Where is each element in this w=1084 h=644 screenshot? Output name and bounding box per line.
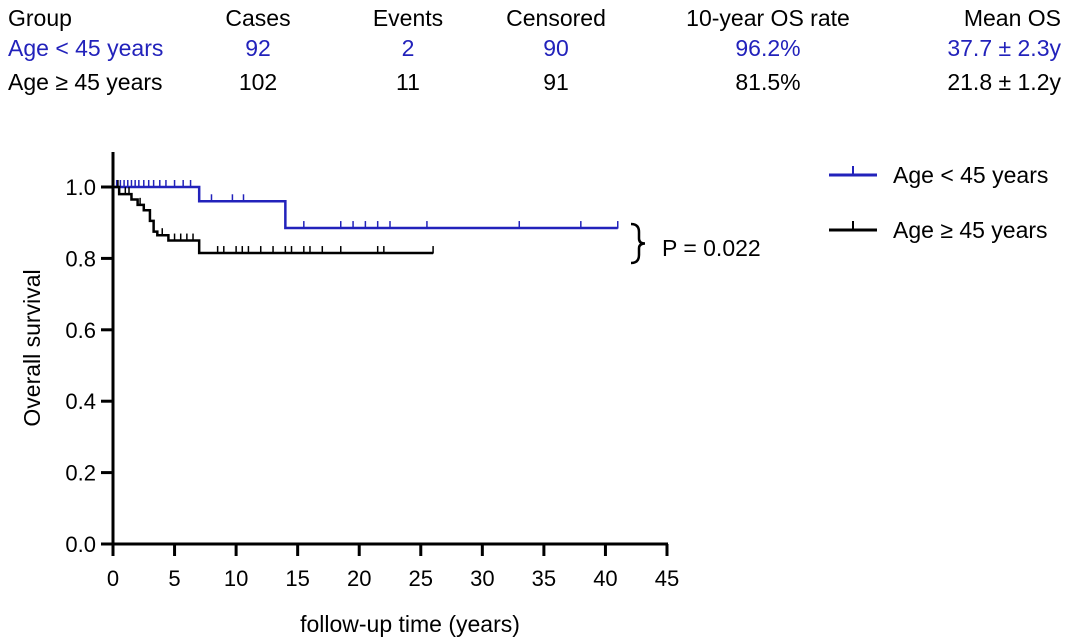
y-tick-label: 0.6 xyxy=(65,318,96,343)
summary-table: Group Cases Events Censored 10-year OS r… xyxy=(0,0,1084,110)
row-old-censored: 91 xyxy=(543,69,569,95)
row-young-group: Age < 45 years xyxy=(8,35,164,61)
x-tick-label: 30 xyxy=(470,566,494,591)
row-old-mean-os: 21.8 ± 1.2y xyxy=(947,69,1061,95)
annotations: P = 0.022 xyxy=(630,222,761,265)
row-young-events: 2 xyxy=(401,35,415,61)
header-cases: Cases xyxy=(225,5,291,31)
y-tick-label: 0.2 xyxy=(65,461,96,486)
brace-icon xyxy=(630,222,646,265)
legend: Age < 45 years Age ≥ 45 years xyxy=(829,162,1048,243)
x-tick-label: 40 xyxy=(593,566,617,591)
legend-label: Age ≥ 45 years xyxy=(893,217,1048,243)
p-value-label: P = 0.022 xyxy=(662,235,761,261)
y-tick-label: 0.8 xyxy=(65,246,96,271)
header-censored: Censored xyxy=(506,5,606,31)
y-axis-title: Overall survival xyxy=(19,269,45,426)
y-tick-label: 0.0 xyxy=(65,532,96,557)
x-tick-label: 20 xyxy=(347,566,371,591)
x-tick-label: 0 xyxy=(107,566,119,591)
row-young-cases: 92 xyxy=(245,35,271,61)
row-old-events: 11 xyxy=(396,69,420,95)
axes: 0.0 0.2 0.4 0.6 0.8 1.0 0 5 10 15 20 25 30 35 40 45 foll… xyxy=(19,152,679,637)
row-young-censored: 90 xyxy=(543,35,569,61)
x-axis-title: follow-up time (years) xyxy=(300,611,520,637)
row-old-os-rate: 81.5% xyxy=(735,69,801,95)
x-tick-label: 5 xyxy=(168,566,180,591)
x-tick-label: 35 xyxy=(532,566,556,591)
survival-curves xyxy=(113,180,619,255)
row-old-cases: 102 xyxy=(238,69,278,95)
row-young-mean-os: 37.7 ± 2.3y xyxy=(947,35,1061,61)
header-events: Events xyxy=(372,5,444,31)
x-tick-label: 15 xyxy=(285,566,309,591)
survival-curve-1 xyxy=(113,185,434,255)
x-tick-label: 25 xyxy=(409,566,433,591)
x-tick-label: 10 xyxy=(224,566,248,591)
header-os-rate: 10-year OS rate xyxy=(686,5,850,31)
x-tick-label: 45 xyxy=(655,566,679,591)
legend-label: Age < 45 years xyxy=(893,162,1048,188)
row-young-os-rate: 96.2% xyxy=(735,35,801,61)
y-tick-label: 1.0 xyxy=(65,175,96,200)
row-old-group: Age ≥ 45 years xyxy=(8,69,163,95)
header-mean-os: Mean OS xyxy=(963,5,1061,31)
y-tick-label: 0.4 xyxy=(65,389,96,414)
header-group: Group xyxy=(8,5,72,31)
